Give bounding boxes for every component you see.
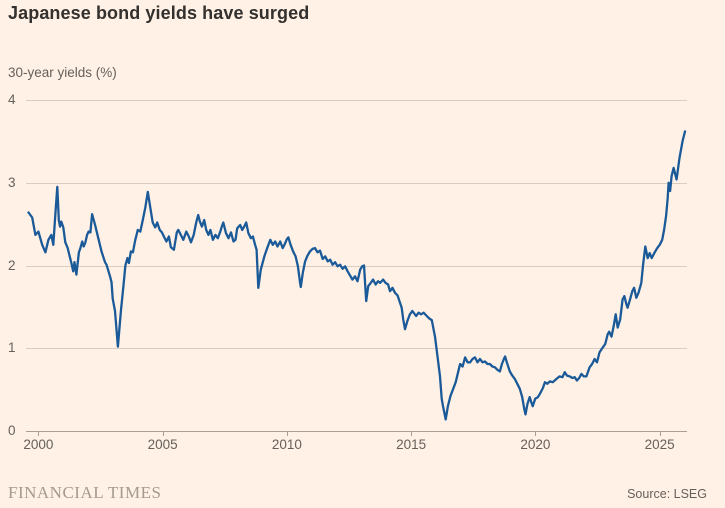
ft-brand-wordmark: FINANCIAL TIMES xyxy=(8,483,162,502)
source-label: Source: LSEG xyxy=(627,487,707,501)
y-axis-tick-label: 2 xyxy=(8,257,16,273)
y-axis-tick-label: 3 xyxy=(8,174,16,190)
y-axis-tick-label: 1 xyxy=(8,340,16,356)
x-axis-tick-label: 2020 xyxy=(520,437,551,452)
y-axis-title: 30-year yields (%) xyxy=(8,65,117,80)
x-axis-tick-label: 2000 xyxy=(23,437,54,452)
y-axis-tick-label: 0 xyxy=(8,423,16,438)
y-axis-tick-label: 4 xyxy=(8,92,16,107)
x-axis-tick-label: 2025 xyxy=(644,437,675,452)
yield-line-series xyxy=(27,130,687,421)
x-axis-tick-label: 2010 xyxy=(271,437,302,452)
x-axis-tick-label: 2005 xyxy=(147,437,178,452)
x-axis-tick-label: 2015 xyxy=(396,437,427,452)
chart-title: Japanese bond yields have surged xyxy=(8,3,310,23)
